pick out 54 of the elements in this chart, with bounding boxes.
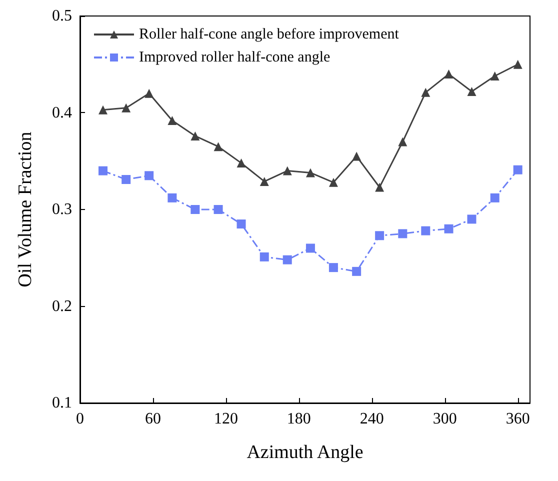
point <box>444 70 454 79</box>
legend-label: Improved roller half-cone angle <box>139 50 331 66</box>
point <box>236 220 246 229</box>
x-tick-label: 300 <box>432 410 457 428</box>
point <box>513 165 522 174</box>
point <box>421 226 430 236</box>
point <box>260 252 269 262</box>
point <box>306 168 315 178</box>
x-tick-label: 180 <box>286 410 311 428</box>
y-axis-title: Oil Volume Fraction <box>15 131 36 288</box>
x-tick-label: 240 <box>360 410 384 428</box>
point <box>282 166 292 176</box>
x-tick-label: 360 <box>506 410 530 428</box>
point <box>190 205 200 214</box>
point <box>306 244 315 253</box>
point <box>144 171 154 180</box>
point <box>282 255 292 264</box>
y-tick-label: 0.1 <box>52 394 72 412</box>
point <box>328 263 338 272</box>
x-tick-label: 120 <box>214 410 238 428</box>
point <box>214 142 223 152</box>
point <box>398 137 408 146</box>
point <box>490 193 500 202</box>
y-tick-label: 0.5 <box>52 8 72 24</box>
point <box>168 193 177 202</box>
point <box>260 176 269 186</box>
point <box>122 103 131 112</box>
y-tick-label: 0.3 <box>52 201 72 218</box>
point <box>98 166 108 176</box>
point <box>236 158 246 168</box>
point <box>421 88 430 97</box>
point <box>513 60 522 69</box>
point <box>398 229 408 238</box>
point <box>467 86 476 96</box>
x-tick-label: 60 <box>144 410 161 428</box>
point <box>352 266 362 276</box>
point <box>190 131 200 140</box>
point <box>467 214 476 224</box>
point <box>375 182 384 192</box>
point <box>168 116 177 125</box>
point <box>444 224 454 234</box>
x-axis-title: Azimuth Angle <box>246 442 364 463</box>
point <box>144 88 154 98</box>
point <box>375 231 384 240</box>
legend-label: Roller half-cone angle before improvement <box>139 26 400 42</box>
point <box>490 71 500 80</box>
y-tick-label: 0.4 <box>52 104 72 122</box>
point <box>352 152 362 161</box>
point <box>122 175 131 184</box>
point <box>98 105 108 114</box>
y-tick-label: 0.2 <box>52 298 72 315</box>
point <box>328 178 338 187</box>
x-tick-label: 0 <box>76 410 84 428</box>
point <box>214 205 223 214</box>
